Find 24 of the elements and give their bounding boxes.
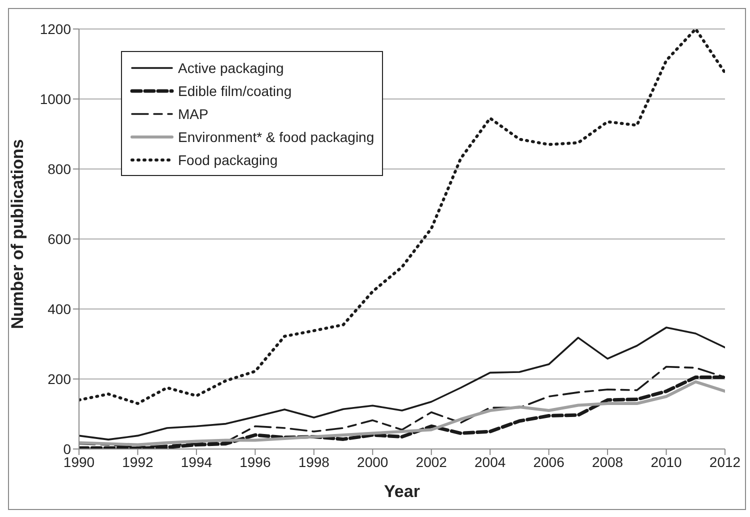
y-axis-title: Number of publications bbox=[8, 139, 28, 329]
legend-label: MAP bbox=[178, 106, 208, 122]
x-tick-label: 2002 bbox=[416, 454, 448, 470]
x-tick-label: 2006 bbox=[533, 454, 565, 470]
x-tick-label: 1996 bbox=[240, 454, 271, 470]
legend-label: Environment* & food packaging bbox=[178, 128, 374, 144]
x-tick-label: 1994 bbox=[180, 454, 212, 470]
y-tick-label: 1000 bbox=[40, 90, 72, 107]
x-tick-label: 1998 bbox=[298, 454, 330, 470]
y-tick-label: 200 bbox=[48, 370, 72, 387]
x-tick-label: 2004 bbox=[474, 454, 506, 470]
legend-label: Edible film/coating bbox=[178, 82, 292, 98]
y-tick-label: 1200 bbox=[40, 20, 72, 37]
legend-label: Active packaging bbox=[178, 60, 284, 76]
x-tick-label: 2012 bbox=[709, 454, 741, 470]
y-tick-label: 600 bbox=[48, 230, 72, 247]
x-tick-label: 1992 bbox=[122, 454, 154, 470]
x-tick-label: 2008 bbox=[592, 454, 624, 470]
y-tick-label: 800 bbox=[48, 160, 72, 177]
y-tick-label: 400 bbox=[48, 300, 72, 317]
x-axis-title: Year bbox=[384, 482, 420, 501]
x-tick-label: 2010 bbox=[650, 454, 682, 470]
x-tick-label: 2000 bbox=[357, 454, 388, 470]
legend-label: Food packaging bbox=[178, 152, 278, 168]
